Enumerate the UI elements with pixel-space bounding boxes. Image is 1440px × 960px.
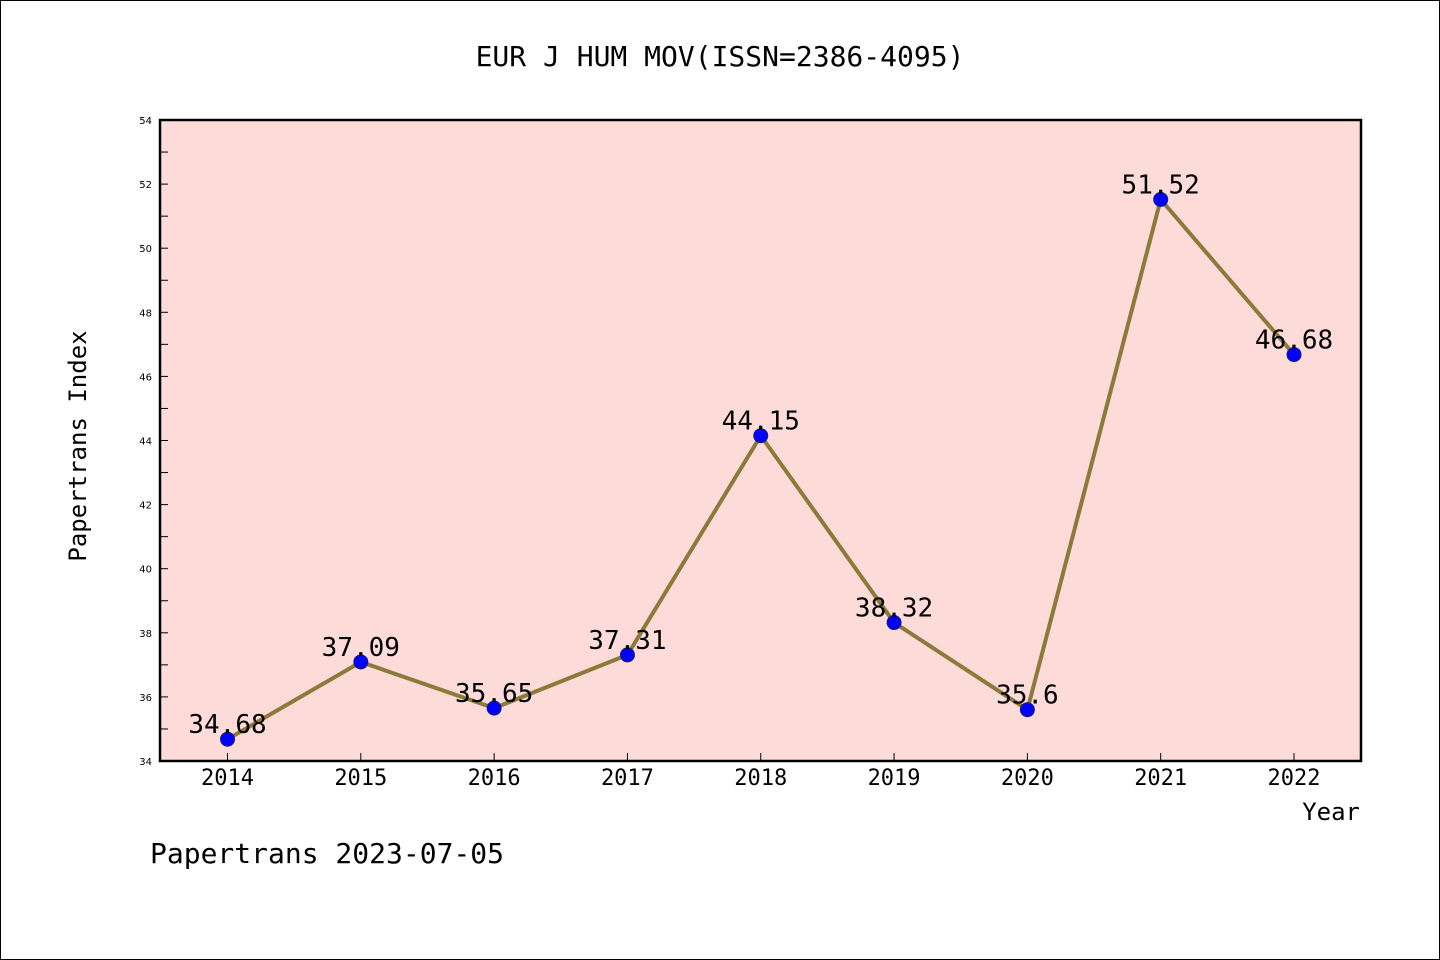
- data-point-marker: [1286, 347, 1302, 363]
- data-point-marker: [220, 731, 235, 747]
- y-tick-label: 46: [139, 372, 152, 383]
- data-label: 46.68: [1255, 326, 1333, 356]
- y-tick-label: 42: [139, 501, 152, 512]
- y-tick-label: 54: [139, 116, 152, 127]
- data-label: 37.31: [588, 626, 666, 656]
- x-tick-label: 2018: [734, 766, 787, 791]
- y-tick-label: 38: [139, 629, 152, 640]
- data-point-marker: [753, 428, 769, 444]
- y-axis-label: Papertrans Index: [64, 330, 92, 561]
- x-axis-label: Year: [1302, 798, 1360, 826]
- data-point-marker: [353, 654, 369, 670]
- data-point-marker: [1153, 191, 1169, 207]
- x-tick-label: 2014: [201, 766, 254, 791]
- x-tick-label: 2020: [1001, 766, 1054, 791]
- y-axis-ticks: 34 36 38 40 42 44 46 48 50 52 54: [139, 116, 168, 768]
- data-label: 37.09: [322, 633, 400, 663]
- data-label: 51.52: [1122, 170, 1200, 200]
- y-tick-label: 50: [139, 244, 152, 255]
- data-label: 34.68: [188, 710, 266, 740]
- data-label: 35.6: [996, 681, 1059, 711]
- x-tick-label: 2017: [601, 766, 654, 791]
- x-axis-ticks: 2014 2015 2016 2017 2018 2019 2020 2021 2022: [201, 753, 1320, 791]
- chart-title: EUR J HUM MOV(ISSN=2386-4095): [476, 40, 965, 73]
- data-label: 44.15: [722, 407, 800, 437]
- y-tick-label: 48: [139, 308, 152, 319]
- y-tick-label: 52: [139, 180, 152, 191]
- footer-text: Papertrans 2023-07-05: [150, 837, 504, 870]
- series-layer: 34.68 37.09 35.65 37.31 44.15 38.32 35.6 51.52 4…: [188, 170, 1333, 747]
- y-tick-label: 44: [139, 437, 152, 448]
- x-tick-label: 2019: [868, 766, 921, 791]
- plot-border: [158, 118, 1363, 763]
- data-point-marker: [886, 615, 902, 631]
- x-tick-label: 2015: [334, 766, 387, 791]
- x-tick-label: 2016: [468, 766, 521, 791]
- data-label: 38.32: [855, 594, 933, 624]
- y-tick-label: 40: [139, 565, 152, 576]
- y-tick-label: 34: [139, 757, 152, 768]
- data-label: 35.65: [455, 679, 533, 709]
- data-point-marker: [1019, 702, 1035, 718]
- data-point-marker: [486, 700, 502, 716]
- x-tick-label: 2022: [1268, 766, 1321, 791]
- y-tick-label: 36: [139, 693, 152, 704]
- x-tick-label: 2021: [1134, 766, 1187, 791]
- data-point-marker: [619, 647, 635, 663]
